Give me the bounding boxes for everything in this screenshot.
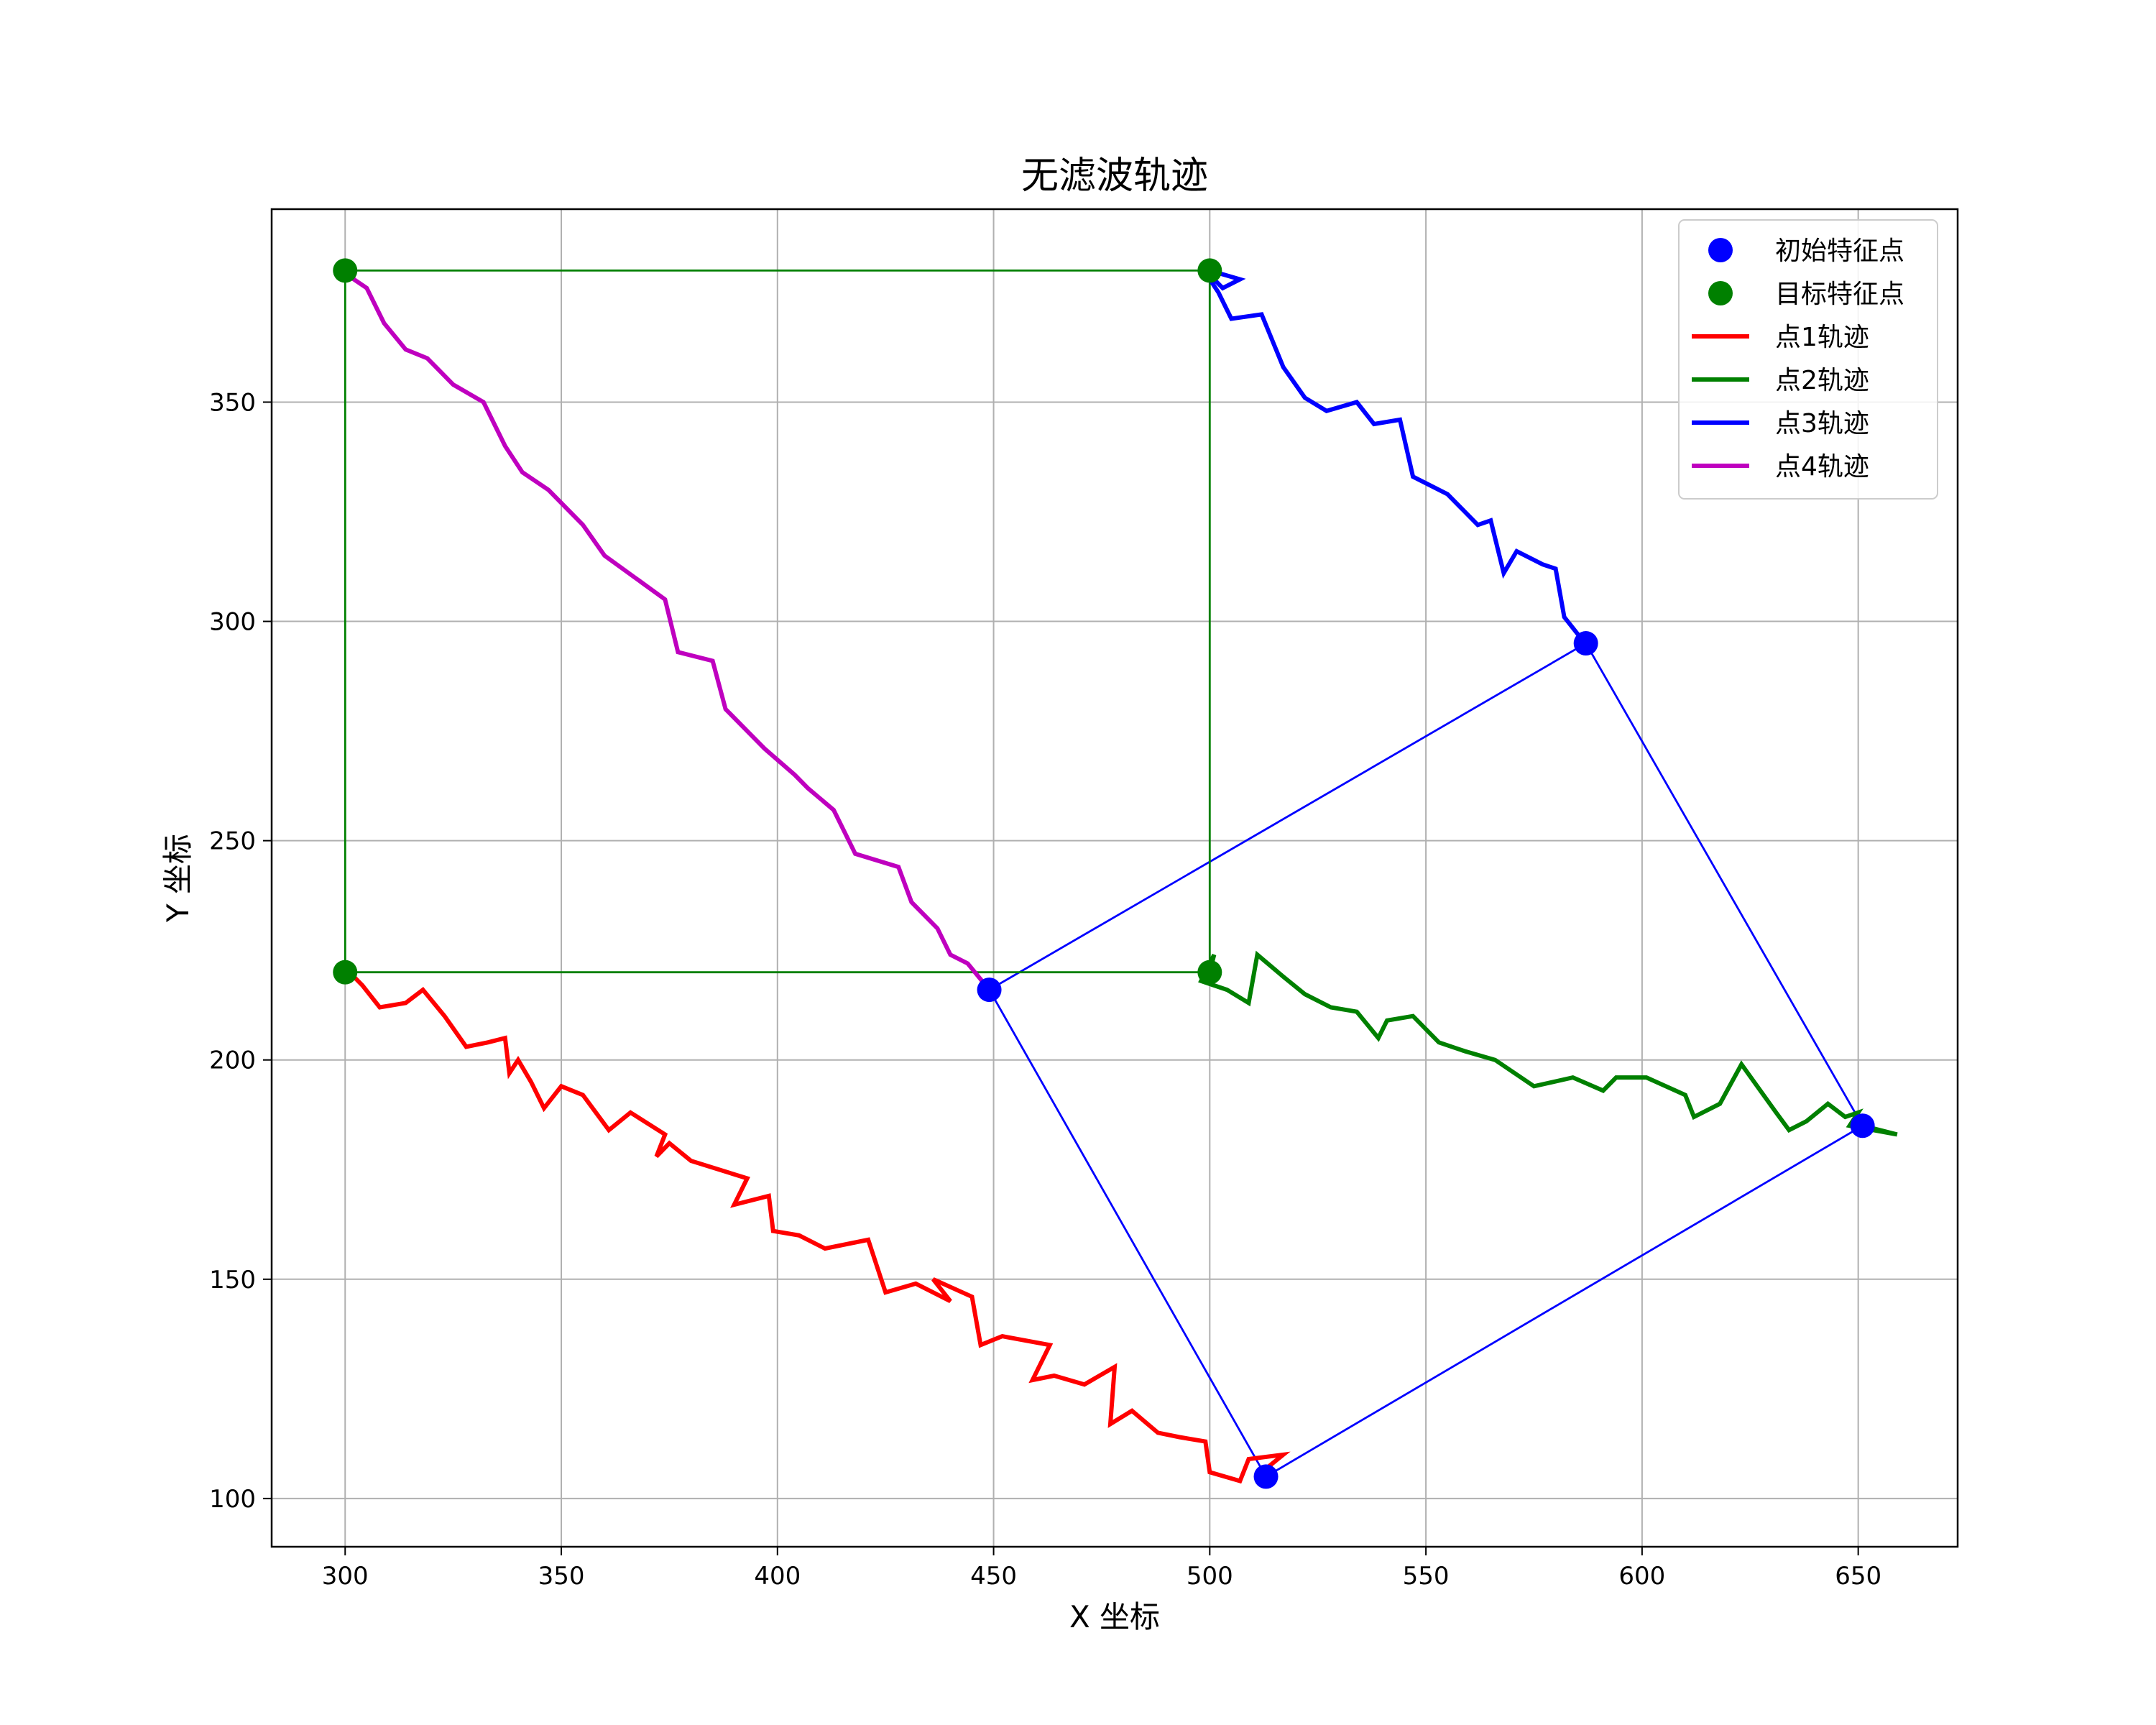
x-tick-label: 400 [754, 1562, 801, 1591]
y-tick-label: 100 [209, 1485, 256, 1514]
y-tick-label: 200 [209, 1046, 256, 1075]
trajectory-line-1 [345, 970, 1291, 1484]
legend-marker-swatch [1708, 281, 1733, 305]
markers-group [333, 258, 1875, 1489]
initial-point-marker [1573, 631, 1598, 656]
y-tick-label: 250 [209, 827, 256, 856]
target-point-marker [1197, 258, 1222, 283]
y-ticks: 100 150 200 250 300 350 [209, 388, 272, 1514]
y-tick-label: 350 [209, 388, 256, 417]
target-point-marker [333, 960, 358, 985]
legend-label: 初始特征点 [1775, 236, 1904, 266]
x-tick-label: 350 [538, 1562, 585, 1591]
legend-label: 点3轨迹 [1775, 409, 1869, 438]
initial-point-marker [977, 978, 1002, 1003]
legend-label: 目标特征点 [1775, 280, 1904, 309]
trajectory-line-4 [344, 262, 991, 992]
x-ticks: 300 350 400 450 500 550 600 650 [322, 1547, 1881, 1591]
x-tick-label: 650 [1835, 1562, 1881, 1591]
legend-label: 点1轨迹 [1775, 323, 1869, 352]
initial-point-marker [1850, 1113, 1875, 1138]
legend-label: 点2轨迹 [1775, 366, 1869, 395]
initial-point-marker [1253, 1464, 1279, 1489]
plot-frame [270, 208, 1959, 1548]
legend-marker-swatch [1708, 238, 1733, 262]
x-tick-label: 300 [322, 1562, 369, 1591]
x-axis-title: X 坐标 [1069, 1599, 1160, 1634]
trajectory-line-3 [1199, 264, 1588, 645]
y-tick-label: 300 [209, 608, 256, 637]
y-axis-title: Y 坐标 [160, 834, 195, 923]
target-point-marker [333, 258, 358, 283]
x-tick-label: 450 [970, 1562, 1017, 1591]
chart-title: 无滤波轨迹 [1021, 155, 1208, 198]
target-point-marker [1197, 960, 1222, 985]
x-tick-label: 500 [1187, 1562, 1233, 1591]
series-group [344, 262, 1898, 1484]
x-tick-label: 600 [1618, 1562, 1665, 1591]
legend-box [1678, 219, 1938, 500]
legend-label: 点4轨迹 [1775, 452, 1869, 482]
x-tick-label: 550 [1403, 1562, 1450, 1591]
trajectory-line-2 [1198, 950, 1898, 1137]
y-tick-label: 150 [209, 1266, 256, 1294]
